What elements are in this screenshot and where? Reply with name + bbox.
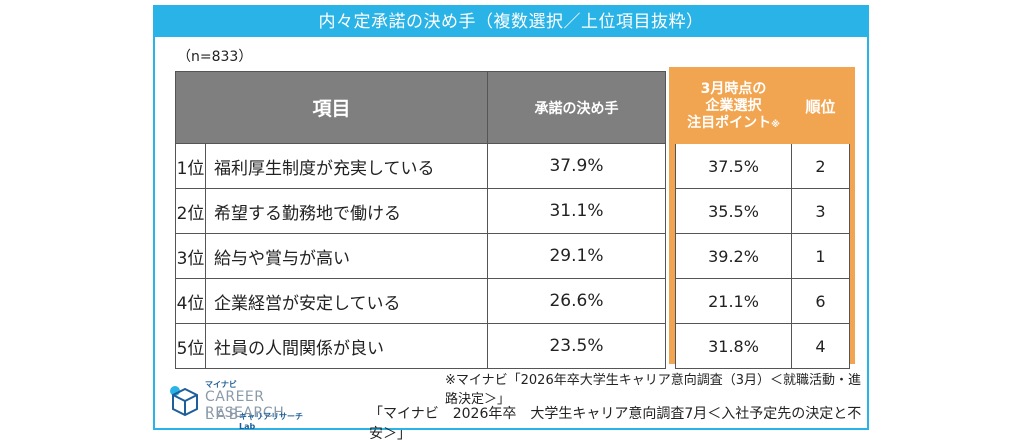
rank-label: 2位 — [175, 188, 206, 234]
deciding-value: 37.9% — [487, 143, 666, 189]
header-point-line1: 3月時点の — [700, 81, 767, 97]
table-row: 5位 社員の人間関係が良い 23.5% — [175, 323, 666, 369]
rank-label: 3位 — [175, 233, 206, 279]
point-rank: 4 — [791, 323, 850, 369]
point-value: 39.2% — [675, 233, 792, 279]
deciding-value: 29.1% — [487, 233, 666, 279]
point-value: 31.8% — [675, 323, 792, 369]
page-title: 内々定承諾の決め手（複数選択／上位項目抜粋） — [155, 7, 867, 37]
cube-logo-icon — [170, 386, 198, 417]
logo-line2: LAB — [205, 407, 242, 423]
header-point-mark: ※ — [771, 120, 780, 130]
career-research-lab-logo: マイナビ CAREER RESEARCH LAB キャリアリサーチLab — [169, 377, 319, 431]
ranking-table: 項目 承諾の決め手 1位 福利厚生制度が充実している 37.9% 2位 希望する… — [175, 71, 666, 369]
sample-size-note: （n=833） — [177, 49, 253, 65]
point-table: 3月時点の 企業選択 注目ポイント※ 順位 37.5% 2 35.5% 3 39… — [675, 71, 850, 369]
point-rank: 6 — [791, 278, 850, 324]
header-rank: 順位 — [791, 71, 850, 144]
header-point-line2: 企業選択 — [705, 98, 762, 114]
logo-brand-small: マイナビ — [205, 380, 237, 389]
table-row: 31.8% 4 — [675, 323, 850, 369]
header-item: 項目 — [175, 71, 488, 144]
table-row: 39.2% 1 — [675, 233, 850, 279]
table-row: 1位 福利厚生制度が充実している 37.9% — [175, 143, 666, 189]
table-row: 2位 希望する勤務地で働ける 31.1% — [175, 188, 666, 234]
logo-subtitle: キャリアリサーチLab — [239, 412, 303, 431]
table-row: 35.5% 3 — [675, 188, 850, 234]
point-value: 35.5% — [675, 188, 792, 234]
point-rank: 2 — [791, 143, 850, 189]
point-value: 37.5% — [675, 143, 792, 189]
table-row: 37.5% 2 — [675, 143, 850, 189]
rank-label: 4位 — [175, 278, 206, 324]
header-point-line3: 注目ポイント — [687, 115, 772, 131]
point-rank: 3 — [791, 188, 850, 234]
source-note-2: 「マイナビ 2026年卒 大学生キャリア意向調査7月＜入社予定先の決定と不安＞」 — [369, 406, 862, 442]
header-deciding-factor: 承諾の決め手 — [487, 71, 666, 144]
rank-label: 5位 — [175, 323, 206, 369]
infographic-frame: 内々定承諾の決め手（複数選択／上位項目抜粋） （n=833） 項目 承諾の決め手… — [153, 5, 869, 442]
item-label: 企業経営が安定している — [205, 278, 488, 324]
logo-line1: CAREER RESEARCH — [205, 389, 285, 421]
point-value: 21.1% — [675, 278, 792, 324]
header-selection-point: 3月時点の 企業選択 注目ポイント※ — [675, 71, 792, 144]
item-label: 福利厚生制度が充実している — [205, 143, 488, 189]
item-label: 給与や賞与が高い — [205, 233, 488, 279]
table-row: 4位 企業経営が安定している 26.6% — [175, 278, 666, 324]
table-row: 3位 給与や賞与が高い 29.1% — [175, 233, 666, 279]
deciding-value: 23.5% — [487, 323, 666, 369]
rank-label: 1位 — [175, 143, 206, 189]
table-row: 21.1% 6 — [675, 278, 850, 324]
item-label: 希望する勤務地で働ける — [205, 188, 488, 234]
source-note-1: ※マイナビ「2026年卒大学生キャリア意向調査（3月）＜就職活動・進路決定＞」 — [445, 373, 861, 407]
deciding-value: 31.1% — [487, 188, 666, 234]
item-label: 社員の人間関係が良い — [205, 323, 488, 369]
deciding-value: 26.6% — [487, 278, 666, 324]
point-rank: 1 — [791, 233, 850, 279]
